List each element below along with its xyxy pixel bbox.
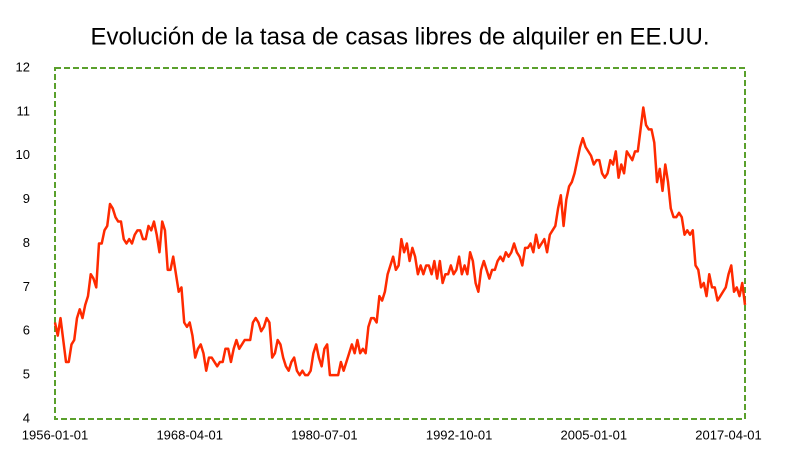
x-tick-label: 1968-04-01: [156, 427, 223, 442]
y-tick-label: 9: [23, 191, 30, 206]
x-tick-label: 2017-04-01: [695, 427, 762, 442]
y-tick-label: 7: [23, 279, 30, 294]
x-tick-label: 2005-01-01: [561, 427, 628, 442]
y-tick-label: 5: [23, 367, 30, 382]
data-line: [53, 106, 747, 377]
plot-frame: [54, 67, 746, 420]
x-tick-label: 1980-07-01: [291, 427, 358, 442]
y-tick-label: 4: [23, 410, 30, 425]
y-tick-label: 10: [16, 147, 30, 162]
y-tick-label: 11: [17, 103, 31, 118]
y-tick-label: 12: [16, 59, 30, 74]
y-tick-label: 6: [23, 323, 30, 338]
x-tick-label: 1992-10-01: [426, 427, 493, 442]
x-tick-label: 1956-01-01: [22, 427, 89, 442]
chart-title: Evolución de la tasa de casas libres de …: [90, 23, 709, 50]
y-tick-label: 8: [23, 235, 30, 250]
